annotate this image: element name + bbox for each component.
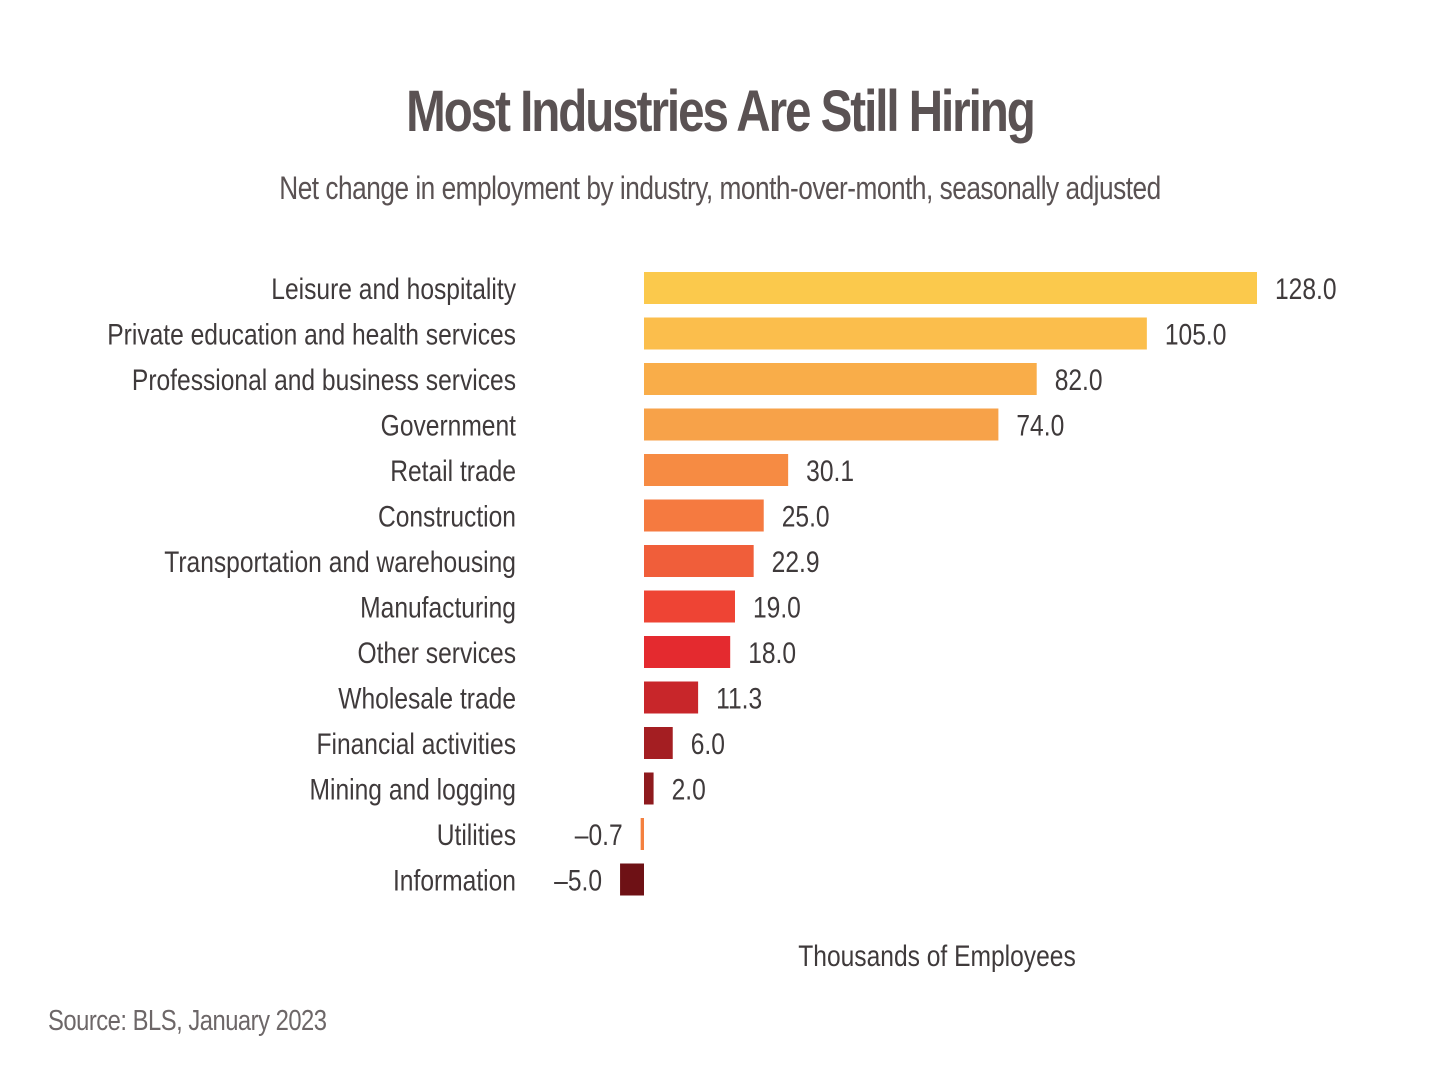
category-label: Other services: [357, 636, 516, 670]
category-label: Financial activities: [316, 727, 516, 761]
category-label: Private education and health services: [107, 317, 516, 351]
value-label: 105.0: [1165, 317, 1227, 351]
value-label: 11.3: [716, 681, 762, 715]
x-axis-label: Thousands of Employees: [798, 939, 1075, 973]
bar: [644, 363, 1037, 395]
bar: [644, 454, 789, 486]
category-label: Wholesale trade: [338, 681, 516, 715]
value-label: –5.0: [554, 863, 602, 897]
value-label: 74.0: [1016, 408, 1064, 442]
bar: [644, 636, 731, 668]
bar: [620, 863, 644, 896]
bar: [644, 727, 673, 759]
category-label: Leisure and hospitality: [271, 272, 516, 306]
bar: [644, 499, 764, 532]
bar: [644, 681, 699, 714]
category-label: Transportation and warehousing: [164, 545, 516, 579]
category-label: Manufacturing: [360, 590, 516, 624]
bar: [644, 545, 754, 577]
chart-subtitle: Net change in employment by industry, mo…: [279, 170, 1161, 206]
value-labels: 128.0 105.0 82.0 74.0 30.1 25.0 22.9 19.0 18.0 11…: [554, 272, 1336, 897]
bars: [620, 272, 1257, 896]
category-label: Construction: [378, 499, 516, 533]
value-label: 30.1: [806, 454, 854, 488]
category-label: Utilities: [437, 818, 516, 852]
value-label: 2.0: [672, 772, 706, 806]
category-label: Information: [393, 863, 516, 897]
category-label: Retail trade: [390, 454, 516, 488]
value-label: 6.0: [691, 727, 725, 761]
value-label: 19.0: [753, 590, 801, 624]
category-labels: Leisure and hospitality Private education…: [107, 272, 516, 897]
category-label: Government: [381, 408, 517, 442]
category-label: Mining and logging: [310, 772, 516, 806]
category-label: Professional and business services: [132, 363, 516, 397]
value-label: 22.9: [772, 545, 820, 579]
bar: [644, 317, 1147, 350]
chart-title: Most Industries Are Still Hiring: [406, 79, 1036, 144]
bar: [640, 818, 644, 850]
source-note: Source: BLS, January 2023: [48, 1005, 327, 1037]
value-label: 128.0: [1275, 272, 1337, 306]
bar: [644, 408, 999, 441]
value-label: 18.0: [748, 636, 796, 670]
bar: [644, 590, 735, 623]
bar: [644, 272, 1257, 304]
value-label: 25.0: [782, 499, 830, 533]
bar: [644, 772, 654, 805]
value-label: –0.7: [575, 818, 623, 852]
value-label: 82.0: [1055, 363, 1103, 397]
